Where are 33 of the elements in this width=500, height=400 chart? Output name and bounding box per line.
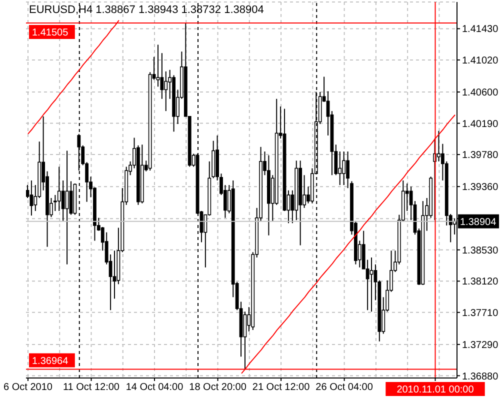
candlestick — [30, 180, 34, 216]
ref-line-label: 1.41505 — [32, 27, 69, 38]
ref-line-label: 1.36964 — [32, 356, 69, 367]
y-tick-label: 1.40600 — [462, 88, 499, 99]
x-tick-label: 18 Oct 20:00 — [189, 382, 247, 394]
y-tick-label: 1.39780 — [462, 150, 499, 162]
candlestick — [164, 70, 168, 112]
y-tick-label: 1.39360 — [462, 182, 499, 194]
y-tick-label: 1.37710 — [462, 308, 499, 319]
x-tick-label: 2010.11.01 00:00 — [396, 384, 474, 396]
candlestick — [57, 166, 61, 212]
chart-title: EURUSD,H4 1.38867 1.38943 1.38732 1.38904 — [29, 4, 264, 16]
candlestick — [156, 44, 160, 88]
x-tick-label: 6 Oct 2010 — [4, 382, 53, 394]
candlestick — [338, 150, 342, 186]
y-tick-label: 1.36880 — [462, 371, 499, 382]
candlestick — [61, 180, 65, 222]
x-tick-label: 21 Oct 12:00 — [252, 382, 310, 394]
y-tick-label: 1.38530 — [462, 245, 499, 256]
x-tick-label: 14 Oct 04:00 — [126, 382, 184, 394]
y-tick-label: 1.40190 — [462, 118, 499, 130]
x-tick-label: 26 Oct 04:00 — [316, 382, 374, 394]
candlestick — [65, 150, 69, 265]
y-tick-label: 1.41430 — [462, 24, 499, 36]
candlestick — [370, 256, 374, 312]
ref-line-label: 1.38904 — [460, 216, 497, 228]
candlestick — [342, 150, 346, 186]
y-tick-label: 1.38120 — [462, 276, 499, 288]
candlestick — [437, 130, 440, 162]
y-tick-label: 1.37290 — [462, 340, 499, 351]
x-tick-label: 11 Oct 12:00 — [62, 382, 120, 394]
y-tick-label: 1.41020 — [462, 56, 499, 67]
candlestick — [112, 250, 116, 300]
